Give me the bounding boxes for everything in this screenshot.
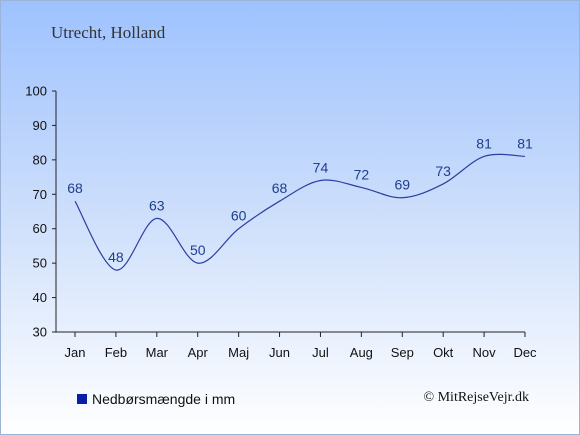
y-tick-label: 40 (33, 290, 47, 305)
data-point (196, 262, 199, 265)
data-point (360, 186, 363, 189)
data-label: 74 (313, 160, 329, 176)
data-label: 81 (476, 135, 492, 151)
x-tick-label: Aug (350, 345, 373, 360)
legend-swatch (77, 394, 87, 404)
data-label: 68 (272, 180, 288, 196)
data-point (278, 200, 281, 203)
data-point (319, 179, 322, 182)
data-point (483, 155, 486, 158)
y-tick-label: 60 (33, 221, 47, 236)
data-point (237, 227, 240, 230)
legend: Nedbørsmængde i mm (77, 391, 235, 407)
chart-title: Utrecht, Holland (51, 23, 166, 42)
y-tick-label: 70 (33, 187, 47, 202)
data-label: 60 (231, 208, 247, 224)
data-label: 73 (435, 163, 451, 179)
x-tick-label: Jul (312, 345, 329, 360)
data-label: 50 (190, 242, 206, 258)
y-tick-label: 80 (33, 152, 47, 167)
x-tick-label: Maj (228, 345, 249, 360)
x-tick-label: Okt (433, 345, 454, 360)
copyright-text: © MitRejseVejr.dk (423, 390, 529, 405)
x-tick-label: Nov (473, 345, 497, 360)
data-label: 48 (108, 249, 124, 265)
data-point (114, 269, 117, 272)
data-point (74, 200, 77, 203)
data-label: 81 (517, 135, 533, 151)
x-tick-label: Mar (146, 345, 169, 360)
y-tick-label: 100 (25, 84, 47, 99)
x-tick-label: Dec (513, 345, 537, 360)
data-label: 72 (354, 166, 370, 182)
y-tick-label: 90 (33, 118, 47, 133)
y-tick-label: 30 (33, 325, 47, 340)
x-tick-label: Sep (391, 345, 414, 360)
x-tick-label: Feb (105, 345, 127, 360)
y-tick-label: 50 (33, 256, 47, 271)
series-line (74, 153, 526, 271)
data-label: 63 (149, 197, 165, 213)
x-tick-label: Apr (188, 345, 209, 360)
data-point (524, 155, 527, 158)
legend-label: Nedbørsmængde i mm (92, 391, 236, 407)
data-point (401, 196, 404, 199)
data-point (155, 217, 158, 220)
data-label: 68 (67, 180, 83, 196)
x-tick-label: Jun (269, 345, 290, 360)
data-point (442, 182, 445, 185)
x-tick-label: Jan (65, 345, 86, 360)
data-label: 69 (394, 177, 410, 193)
